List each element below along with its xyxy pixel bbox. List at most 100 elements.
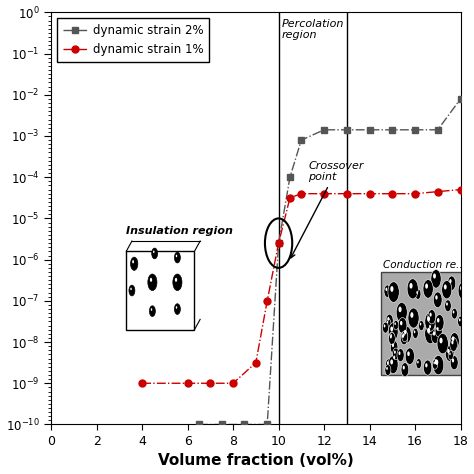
Circle shape [394,350,396,354]
Circle shape [451,308,457,319]
Circle shape [392,343,394,347]
dynamic strain 1% [208,381,213,386]
dynamic strain 1% [276,240,282,246]
dynamic strain 2% [390,127,395,133]
Circle shape [402,326,411,343]
Circle shape [387,317,390,321]
dynamic strain 1% [230,381,236,386]
Circle shape [428,310,436,324]
dynamic strain 1% [299,191,304,197]
Circle shape [423,280,433,298]
Circle shape [435,324,442,337]
Circle shape [433,331,435,336]
Circle shape [386,314,393,328]
Circle shape [384,324,385,328]
dynamic strain 2% [412,127,418,133]
Circle shape [450,333,459,350]
Circle shape [174,252,180,263]
Circle shape [149,306,155,317]
Circle shape [451,340,454,344]
dynamic strain 2% [344,127,350,133]
Circle shape [399,307,401,312]
Circle shape [417,361,419,364]
Circle shape [390,335,392,338]
Circle shape [425,283,428,289]
Circle shape [151,308,152,311]
Circle shape [429,313,432,317]
Circle shape [453,310,455,313]
dynamic strain 1% [139,381,145,386]
Circle shape [384,285,391,297]
Circle shape [425,312,436,331]
Circle shape [174,304,180,314]
Circle shape [433,356,442,373]
Circle shape [460,286,463,291]
Circle shape [448,351,453,360]
Circle shape [431,270,441,288]
dynamic strain 1% [185,381,191,386]
Circle shape [153,250,155,253]
Circle shape [452,358,454,363]
dynamic strain 2% [264,422,270,428]
Circle shape [401,331,408,345]
Circle shape [420,323,421,326]
dynamic strain 1% [435,189,441,194]
Circle shape [408,308,419,328]
Circle shape [385,288,387,291]
Circle shape [175,278,177,282]
Circle shape [432,359,438,369]
dynamic strain 2% [435,127,441,133]
Circle shape [444,284,447,290]
Circle shape [386,367,388,370]
Circle shape [383,322,389,333]
Circle shape [415,289,421,300]
dynamic strain 2% [219,422,225,428]
Circle shape [437,333,448,354]
Circle shape [132,260,134,264]
Circle shape [394,322,396,325]
Circle shape [393,356,395,359]
Circle shape [398,318,407,333]
Text: Conduction re...: Conduction re... [383,260,466,270]
Circle shape [388,323,398,340]
Circle shape [385,365,391,375]
Circle shape [389,333,395,345]
dynamic strain 2% [299,137,304,143]
Circle shape [412,328,418,338]
Circle shape [442,281,452,299]
Circle shape [150,278,152,282]
Text: Percolation
region: Percolation region [282,18,345,40]
X-axis label: Volume fraction (vol%): Volume fraction (vol%) [158,454,354,468]
Circle shape [391,334,392,337]
Circle shape [458,282,467,299]
dynamic strain 1% [458,187,464,192]
Circle shape [403,365,405,370]
Circle shape [393,320,399,330]
Circle shape [428,322,435,335]
dynamic strain 2% [287,174,293,180]
Circle shape [425,363,428,367]
dynamic strain 2% [367,127,373,133]
Circle shape [435,295,438,300]
Text: Insulation region: Insulation region [126,226,233,236]
Circle shape [447,349,450,353]
Circle shape [433,292,442,308]
Circle shape [447,276,456,291]
Bar [126,251,194,330]
Circle shape [439,337,443,343]
Circle shape [392,348,399,360]
Circle shape [450,356,458,370]
Circle shape [433,362,435,364]
dynamic strain 1% [412,191,418,197]
Circle shape [403,333,405,336]
Circle shape [392,353,399,365]
Circle shape [419,320,424,331]
dynamic strain 1% [253,360,259,365]
Circle shape [445,300,451,312]
dynamic strain 2% [276,240,282,246]
Circle shape [435,359,438,365]
dynamic strain 1% [321,191,327,197]
Line: dynamic strain 2%: dynamic strain 2% [196,96,464,428]
Circle shape [390,286,393,292]
Circle shape [391,340,398,354]
